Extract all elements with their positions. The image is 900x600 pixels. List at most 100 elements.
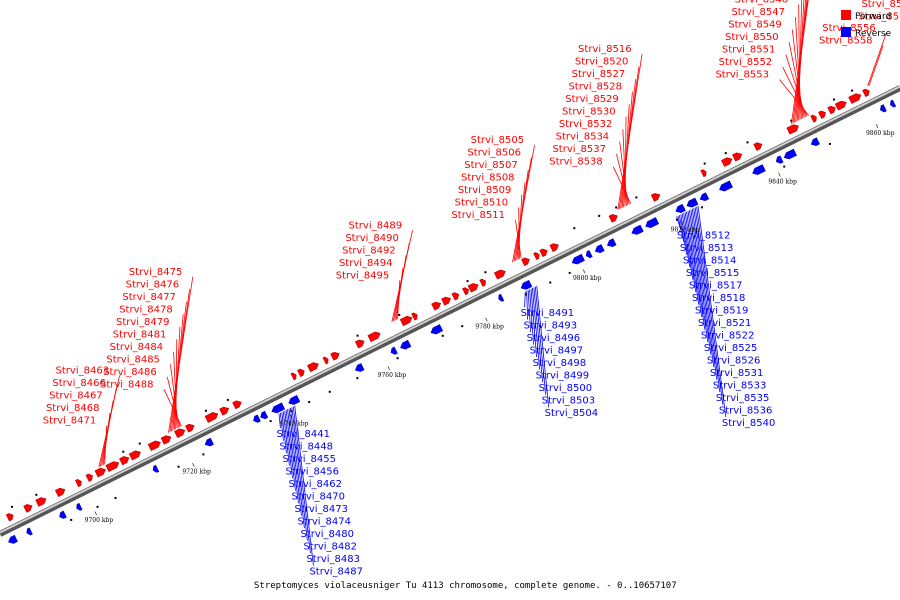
- gene-label[interactable]: Strvi_8475: [129, 267, 183, 278]
- misc-feature-mark: [524, 293, 527, 296]
- gene-label[interactable]: Strvi_8493: [524, 321, 578, 332]
- gene-label[interactable]: Strvi_8441: [276, 429, 330, 440]
- gene-label[interactable]: Strvi_8550: [725, 32, 779, 43]
- gene-label[interactable]: Strvi_8487: [309, 567, 363, 578]
- gene-label[interactable]: Strvi_8485: [106, 354, 160, 365]
- gene-label[interactable]: Strvi_8522: [701, 331, 755, 342]
- gene-label[interactable]: Strvi_8530: [562, 107, 616, 118]
- gene-label[interactable]: Strvi_8514: [683, 256, 737, 267]
- gene-label[interactable]: Strvi_8519: [695, 306, 749, 317]
- forward-gene-arrow: [848, 93, 862, 104]
- gene-label[interactable]: Strvi_8467: [49, 391, 103, 402]
- gene-label[interactable]: Strvi_8500: [539, 383, 593, 394]
- gene-label[interactable]: Strvi_8532: [559, 119, 613, 130]
- gene-label[interactable]: Strvi_8527: [572, 69, 626, 80]
- gene-label[interactable]: Strvi_8463: [56, 366, 110, 377]
- gene-label[interactable]: Strvi_8535: [716, 393, 770, 404]
- gene-label[interactable]: Strvi_8520: [575, 57, 629, 68]
- gene-label[interactable]: Strvi_8495: [336, 270, 390, 281]
- gene-label[interactable]: Strvi_8518: [692, 293, 746, 304]
- gene-label[interactable]: Strvi_8455: [282, 454, 336, 465]
- gene-label[interactable]: Strvi_8529: [565, 94, 619, 105]
- gene-label[interactable]: Strvi_8499: [536, 371, 590, 382]
- gene-label[interactable]: Strvi_8553: [715, 70, 769, 81]
- gene-label[interactable]: Strvi_8547: [731, 7, 785, 18]
- misc-feature-mark: [828, 142, 831, 145]
- gene-label[interactable]: Strvi_8466: [52, 378, 106, 389]
- gene-label[interactable]: Strvi_8515: [686, 268, 740, 279]
- gene-label[interactable]: Strvi_8509: [458, 185, 512, 196]
- legend-label-forward: Forward: [855, 12, 891, 22]
- gene-label[interactable]: Strvi_8476: [126, 279, 180, 290]
- gene-label[interactable]: Strvi_8491: [521, 308, 575, 319]
- label-leader-line: [530, 288, 538, 358]
- gene-label[interactable]: Strvi_8534: [556, 132, 610, 143]
- gene-label[interactable]: Strvi_8533: [713, 381, 767, 392]
- gene-label[interactable]: Strvi_8504: [545, 408, 599, 419]
- gene-label[interactable]: Strvi_8521: [698, 318, 752, 329]
- gene-label[interactable]: Strvi_8537: [552, 144, 606, 155]
- gene-label[interactable]: Strvi_8474: [297, 517, 351, 528]
- label-leader-line: [684, 212, 700, 305]
- gene-label[interactable]: Strvi_8489: [349, 220, 403, 231]
- gene-label[interactable]: Strvi_8506: [467, 147, 521, 158]
- gene-label[interactable]: Strvi_8526: [707, 356, 761, 367]
- gene-label[interactable]: Strvi_8462: [288, 479, 342, 490]
- gene-label[interactable]: Strvi_8497: [530, 346, 584, 357]
- misc-feature-mark: [114, 496, 117, 499]
- reverse-gene-arrow: [288, 394, 301, 405]
- gene-label[interactable]: Strvi_8531: [710, 368, 764, 379]
- gene-label[interactable]: Strvi_8551: [722, 45, 776, 56]
- gene-label[interactable]: Strvi_8471: [43, 416, 97, 427]
- reverse-gene-track: [8, 99, 897, 544]
- label-leader-line: [694, 207, 721, 393]
- gene-label[interactable]: Strvi_8468: [46, 403, 100, 414]
- gene-label[interactable]: Strvi_8511: [451, 210, 505, 221]
- gene-label[interactable]: Strvi_8525: [704, 343, 758, 354]
- gene-label[interactable]: Strvi_8494: [339, 258, 393, 269]
- gene-label[interactable]: Strvi_8492: [342, 245, 396, 256]
- gene-label[interactable]: Strvi_8546: [735, 0, 789, 6]
- gene-label[interactable]: Strvi_8448: [279, 442, 333, 453]
- gene-label[interactable]: Strvi_8513: [680, 243, 734, 254]
- gene-label[interactable]: Strvi_8552: [719, 57, 773, 68]
- gene-label[interactable]: Strvi_8477: [122, 292, 176, 303]
- gene-label[interactable]: Strvi_8456: [285, 467, 339, 478]
- gene-label[interactable]: Strvi_8481: [113, 329, 167, 340]
- gene-label[interactable]: Strvi_8576: [858, 11, 900, 22]
- gene-label[interactable]: Strvi_8498: [533, 358, 587, 369]
- gene-label[interactable]: Strvi_8528: [568, 82, 622, 93]
- gene-label[interactable]: Strvi_8505: [471, 135, 525, 146]
- gene-label[interactable]: Strvi_8540: [722, 418, 776, 429]
- gene-label[interactable]: Strvi_8496: [527, 333, 581, 344]
- gene-label[interactable]: Strvi_8490: [345, 233, 399, 244]
- legend-swatch-forward: [841, 10, 851, 20]
- gene-label[interactable]: Strvi_8536: [719, 406, 773, 417]
- gene-label[interactable]: Strvi_8470: [291, 492, 345, 503]
- gene-label[interactable]: Strvi_8478: [119, 304, 173, 315]
- gene-label[interactable]: Strvi_8538: [549, 157, 603, 168]
- label-leader-line: [518, 207, 521, 259]
- gene-label[interactable]: Strvi_8517: [689, 281, 743, 292]
- gene-label[interactable]: Strvi_8479: [116, 317, 170, 328]
- gene-label[interactable]: Strvi_8510: [455, 197, 509, 208]
- gene-label[interactable]: Strvi_8575: [861, 0, 900, 10]
- gene-label[interactable]: Strvi_8483: [306, 554, 360, 565]
- gene-label[interactable]: Strvi_8512: [677, 231, 731, 242]
- reverse-gene-arrow: [890, 99, 897, 108]
- gene-label[interactable]: Strvi_8558: [819, 36, 873, 47]
- gene-label[interactable]: Strvi_8549: [728, 20, 782, 31]
- reverse-gene-arrow: [752, 164, 766, 175]
- gene-label[interactable]: Strvi_8508: [461, 172, 515, 183]
- label-leader-line: [526, 290, 529, 320]
- gene-label[interactable]: Strvi_8484: [110, 342, 164, 353]
- gene-label[interactable]: Strvi_8503: [542, 396, 596, 407]
- gene-label[interactable]: Strvi_8473: [294, 504, 348, 515]
- gene-label[interactable]: Strvi_8480: [300, 529, 354, 540]
- gene-label[interactable]: Strvi_8482: [303, 542, 357, 553]
- gene-label[interactable]: Strvi_8488: [100, 379, 154, 390]
- gene-label[interactable]: Strvi_8507: [464, 160, 518, 171]
- gene-label[interactable]: Strvi_8516: [578, 44, 632, 55]
- gene-label[interactable]: Strvi_8486: [103, 367, 157, 378]
- label-leader-line: [517, 194, 523, 260]
